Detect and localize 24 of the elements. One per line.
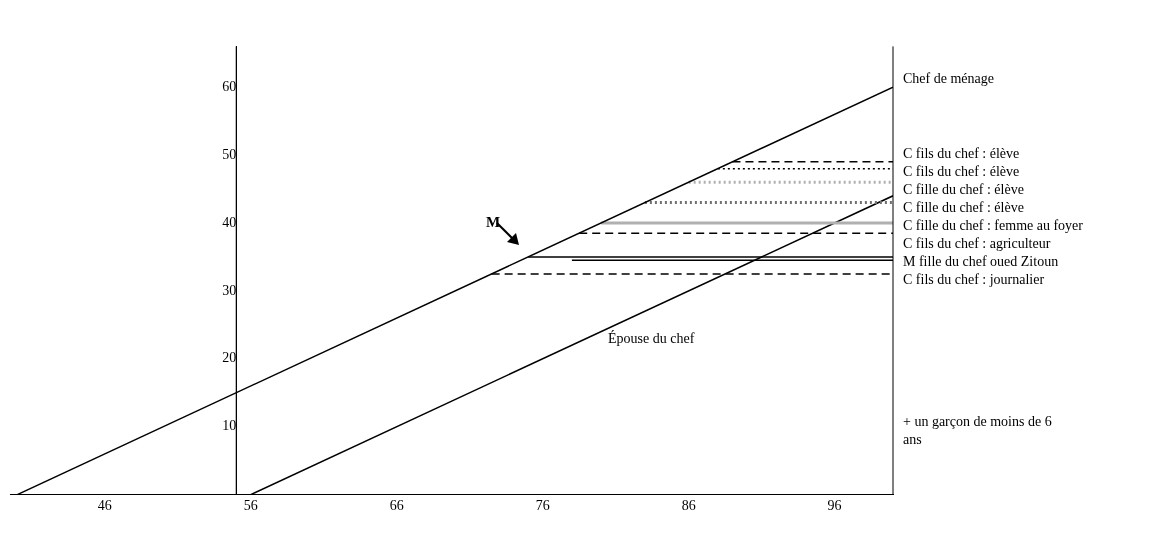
text: + un garçon de moins de 6 ans bbox=[903, 413, 1053, 449]
series-label: Chef de ménage bbox=[903, 70, 994, 86]
y-tick-label: 20 bbox=[222, 350, 237, 366]
x-tick-label: 46 bbox=[97, 497, 112, 513]
series-label: C fille du chef : élève bbox=[903, 181, 1024, 197]
y-tick-label: 10 bbox=[222, 418, 237, 434]
series-label: C fille du chef : élève bbox=[903, 199, 1024, 215]
x-tick-label: 56 bbox=[243, 497, 258, 513]
y-tick-label: 60 bbox=[222, 78, 237, 94]
x-tick-label: 76 bbox=[535, 497, 550, 513]
annotation: M bbox=[486, 213, 502, 231]
y-tick-label: 40 bbox=[222, 214, 237, 230]
series-label: M fille du chef oued Zitoun bbox=[903, 253, 1059, 269]
x-tick-label: 96 bbox=[827, 497, 842, 513]
series-label: C fils du chef : élève bbox=[903, 163, 1020, 179]
y-tick-label: 50 bbox=[222, 146, 237, 162]
series-label: C fille du chef : femme au foyer bbox=[903, 217, 1084, 233]
annotation: Épouse du chef bbox=[608, 330, 696, 348]
series-label: C fils du chef : journalier bbox=[903, 271, 1045, 287]
series-label: C fils du chef : agriculteur bbox=[903, 235, 1051, 251]
y-tick-label: 30 bbox=[222, 282, 237, 298]
x-tick-label: 86 bbox=[681, 497, 696, 513]
x-tick-label: 66 bbox=[389, 497, 404, 513]
series-label: C fils du chef : élève bbox=[903, 145, 1020, 161]
